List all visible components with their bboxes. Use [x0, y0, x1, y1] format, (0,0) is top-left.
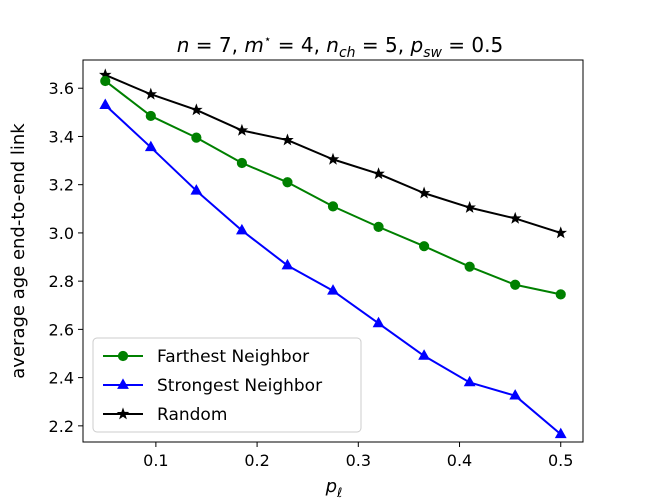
plot-frame [82, 59, 584, 443]
y-tick-label: 2.8 [49, 272, 74, 291]
title-n-val: = 7, [189, 33, 244, 57]
title-psw-sub: sw [423, 45, 442, 61]
triangle-marker [327, 284, 339, 295]
legend-entry: Random [103, 405, 227, 425]
title-psw-val: = 0.5 [442, 33, 503, 57]
y-axis-label: average age end-to-end link [8, 123, 29, 379]
title-nch-var: n [326, 33, 339, 57]
star-marker [190, 103, 203, 116]
star-marker [508, 211, 522, 224]
star-marker [326, 152, 340, 165]
circle-marker [464, 261, 475, 272]
title-nch-val: = 5, [356, 33, 411, 57]
title-m-sup: ⋆ [264, 32, 272, 46]
legend: Farthest Neighbor Strongest Neighbor Rando… [92, 337, 362, 433]
star-marker [116, 407, 130, 420]
y-tick-label: 2.4 [49, 369, 74, 388]
star-marker [235, 123, 249, 136]
star-marker [463, 200, 476, 213]
circle-marker [555, 289, 566, 300]
star-marker [281, 133, 294, 146]
title-m-var: m [244, 33, 263, 57]
x-tick-label: 0.4 [447, 451, 472, 470]
circle-marker [418, 241, 430, 252]
y-tick-label: 2.6 [49, 320, 74, 339]
x-axis-label-var: p [325, 476, 337, 497]
legend-label: Strongest Neighbor [157, 376, 322, 396]
series-layer [99, 68, 567, 439]
star-marker [372, 167, 385, 180]
y-tick-label: 3.2 [49, 176, 74, 195]
triangle-marker [236, 223, 248, 235]
title-nch-sub: ch [339, 45, 356, 61]
triangle-marker [99, 98, 112, 109]
series-strongest-neighbor [99, 98, 567, 439]
x-tick-label: 0.5 [548, 451, 573, 470]
triangle-marker [554, 427, 567, 439]
triangle-marker [418, 349, 430, 360]
title-psw-var: p [409, 33, 423, 57]
title-n-var: n [177, 33, 190, 57]
x-tick-label: 0.2 [244, 451, 269, 470]
chart-title: n = 7, m⋆ = 4, nch = 5, psw = 0.5 [177, 32, 503, 61]
series-random [99, 68, 567, 239]
triangle-marker [190, 184, 203, 195]
triangle-marker [509, 389, 522, 400]
star-marker [417, 186, 431, 199]
x-axis-label-sub: ℓ [336, 486, 342, 498]
triangle-marker [463, 375, 476, 387]
circle-marker [510, 279, 521, 290]
x-tick-label: 0.3 [346, 451, 371, 470]
legend-label: Random [157, 405, 227, 425]
circle-marker [282, 177, 293, 188]
triangle-marker [117, 378, 129, 389]
circle-marker [327, 201, 339, 212]
legend-label: Farthest Neighbor [157, 347, 309, 367]
triangle-marker [144, 140, 157, 152]
star-marker [144, 87, 158, 100]
triangle-marker [372, 316, 385, 328]
series-line [104, 80, 561, 296]
y-tick-label: 3.0 [49, 224, 74, 243]
legend-entry: Farthest Neighbor [103, 347, 309, 367]
x-axis-label: pℓ [325, 476, 343, 498]
y-tick-label: 2.2 [49, 417, 74, 436]
legend-entry: Strongest Neighbor [103, 376, 322, 396]
triangle-marker [281, 258, 294, 270]
y-tick-label: 3.6 [49, 79, 74, 98]
circle-marker [117, 350, 129, 362]
circle-marker [145, 110, 156, 122]
axis-ticks: 0.1 0.2 0.3 0.4 0.5 2.2 2.4 2.6 2.8 3.0 3.2 3.4 3.6 [49, 79, 574, 470]
series-farthest-neighbor [100, 75, 566, 300]
circle-marker [373, 221, 384, 232]
title-m-val: = 4, [271, 33, 326, 57]
star-marker [554, 226, 567, 239]
legend-box [92, 337, 362, 433]
y-tick-label: 3.4 [49, 127, 74, 146]
circle-marker [236, 157, 248, 169]
circle-marker [100, 75, 111, 87]
circle-marker [191, 132, 202, 143]
x-tick-label: 0.1 [143, 451, 168, 470]
